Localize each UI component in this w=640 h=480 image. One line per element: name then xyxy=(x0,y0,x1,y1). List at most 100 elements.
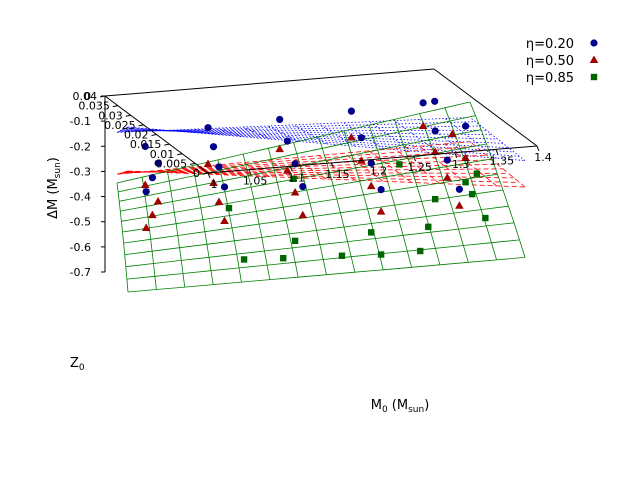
data-point xyxy=(347,133,356,141)
data-point xyxy=(220,183,229,191)
surface-gridline xyxy=(343,152,384,182)
x-tick-label: 1.15 xyxy=(325,168,350,181)
surface-gridline xyxy=(122,129,498,140)
data-point xyxy=(482,214,489,222)
data-point xyxy=(468,190,476,198)
data-point xyxy=(142,188,150,196)
x-tick-mark xyxy=(372,159,375,165)
data-point xyxy=(220,216,229,225)
surface-gridline xyxy=(394,119,441,265)
surface-gridline xyxy=(121,159,493,174)
legend: η=0.20 η=0.50 η=0.85 xyxy=(526,37,599,86)
x-tick-mark xyxy=(495,149,499,155)
y-tick-label: 0 xyxy=(193,167,200,180)
surface-gridline xyxy=(444,107,497,261)
z-axis-label: ΔM (Msun) xyxy=(46,157,63,219)
legend-marker xyxy=(589,55,599,63)
data-point xyxy=(368,229,375,236)
surface-gridline xyxy=(167,129,185,133)
surface-gridline xyxy=(268,125,299,142)
surface-gridline xyxy=(167,169,185,174)
y-tick-label: 0.02 xyxy=(124,129,149,142)
data-point xyxy=(148,210,157,219)
surface-gridline xyxy=(293,142,327,275)
surface-gridline xyxy=(116,182,129,293)
surface-gridline xyxy=(293,124,327,145)
x-tick-mark xyxy=(454,152,458,158)
data-point xyxy=(240,256,248,263)
x-tick-label: 1.2 xyxy=(370,165,388,178)
series-0-points xyxy=(141,97,470,196)
data-point xyxy=(283,137,291,145)
surface-gridline xyxy=(469,141,526,188)
z-tick-label: -0.5 xyxy=(70,216,91,229)
x-tick-label: 1 xyxy=(211,178,218,191)
surface-gridline xyxy=(116,117,471,133)
data-point xyxy=(214,197,224,206)
data-point xyxy=(280,255,287,262)
legend-label: η=0.50 xyxy=(526,54,574,69)
data-point xyxy=(418,121,428,129)
data-point xyxy=(153,197,163,205)
series-1-points xyxy=(140,121,470,231)
surface-gridline xyxy=(192,128,214,135)
data-point xyxy=(298,210,308,219)
data-point xyxy=(140,180,150,188)
y-tick-mark xyxy=(125,114,131,117)
data-point xyxy=(419,99,427,107)
data-point xyxy=(473,170,481,177)
y-tick-mark xyxy=(112,105,118,108)
x-tick-mark xyxy=(207,172,211,179)
data-point xyxy=(461,122,470,130)
series-2-points xyxy=(225,161,489,263)
surface-gridline xyxy=(120,154,487,174)
data-point xyxy=(377,251,385,258)
y-axis-label: Z0 xyxy=(70,356,85,373)
data-point xyxy=(275,144,284,153)
x-tick-label: 1.1 xyxy=(288,171,306,184)
data-point xyxy=(455,185,463,193)
y-tick-mark xyxy=(202,172,209,175)
surface-gridline xyxy=(368,121,412,152)
x-tick-mark xyxy=(413,155,417,162)
data-point xyxy=(291,237,299,245)
data-point xyxy=(215,163,223,171)
surface-0 xyxy=(116,117,526,161)
data-point xyxy=(417,247,424,255)
surface-gridline xyxy=(444,143,497,187)
data-point xyxy=(462,178,469,186)
data-point xyxy=(276,115,284,124)
x-axis-label: M0 (Msun) xyxy=(371,398,430,415)
x-tick-mark xyxy=(536,145,540,152)
x-tick-label: 1.25 xyxy=(407,161,432,174)
z-tick-label: -0.4 xyxy=(70,191,91,204)
y-tick-label: 0.015 xyxy=(130,138,162,151)
surface-gridline xyxy=(119,150,482,174)
data-point xyxy=(283,166,292,174)
data-point xyxy=(461,153,470,161)
surface-gridline xyxy=(394,148,441,184)
surface-layer xyxy=(116,101,526,293)
surface-gridline xyxy=(192,165,214,285)
data-point xyxy=(338,252,346,259)
data-point xyxy=(141,142,149,151)
z-tick-label: -0.2 xyxy=(70,140,91,153)
surface-gridline xyxy=(121,129,493,136)
surface-gridline xyxy=(343,130,384,270)
surface-gridline xyxy=(116,141,471,175)
base-edge-right xyxy=(433,68,538,147)
data-point xyxy=(141,223,151,231)
data-point xyxy=(225,204,233,212)
data-point xyxy=(290,187,300,196)
data-point xyxy=(443,156,451,164)
z-tick-label: 0 xyxy=(84,90,91,103)
legend-marker xyxy=(590,39,598,47)
surface-gridline xyxy=(167,171,186,288)
x-tick-mark xyxy=(289,166,293,172)
data-point xyxy=(455,201,464,209)
x-tick-label: 1.05 xyxy=(243,175,268,188)
surface-gridline xyxy=(142,129,157,132)
data-point xyxy=(431,127,439,135)
z-tick-label: -0.1 xyxy=(70,115,91,128)
